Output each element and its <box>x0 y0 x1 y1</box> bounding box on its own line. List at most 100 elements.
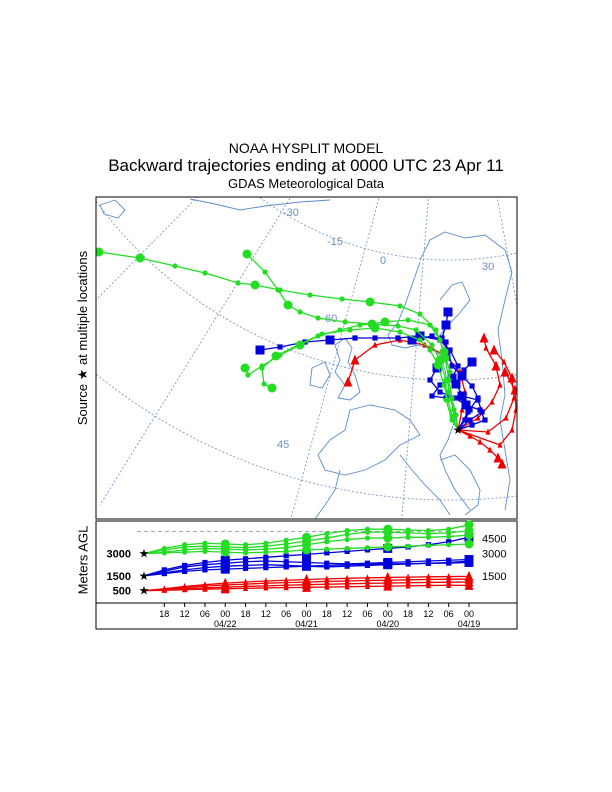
height-point <box>344 536 350 543</box>
trajectory-marker <box>487 446 493 453</box>
date-label: 04/19 <box>458 619 481 629</box>
trajectory-marker <box>443 307 453 317</box>
greenland-coast <box>189 198 331 211</box>
trajectory-marker <box>372 335 378 341</box>
trajectory-marker <box>319 331 325 337</box>
height-point <box>283 541 289 547</box>
trajectory-marker <box>352 335 358 341</box>
height-point <box>464 520 474 530</box>
height-point <box>220 555 230 565</box>
time-tick-label: 06 <box>362 609 372 619</box>
height-point <box>464 570 474 581</box>
time-tick-label: 18 <box>322 609 332 619</box>
trajectory-marker <box>507 372 517 383</box>
height-point <box>283 562 289 569</box>
time-tick-label: 00 <box>301 609 311 619</box>
trajectory-marker <box>259 365 265 371</box>
trajectory-marker <box>510 384 517 395</box>
height-point <box>263 562 269 568</box>
trajectory-marker <box>427 377 433 383</box>
trajectory-marker <box>315 315 321 321</box>
trajectory-marker <box>433 360 443 370</box>
time-tick-label: 18 <box>159 609 169 619</box>
height-point <box>364 545 371 551</box>
height-point <box>425 558 431 564</box>
trajectory-marker <box>339 296 345 302</box>
height-point <box>161 567 167 573</box>
trajectory-marker <box>413 327 419 333</box>
height-point <box>263 540 269 546</box>
height-point <box>302 574 311 584</box>
height-point <box>283 559 289 565</box>
height-point <box>446 533 452 540</box>
trajectory-marker <box>449 395 455 401</box>
height-point <box>383 542 393 552</box>
trajectories: ★ <box>96 247 517 469</box>
grid-labels: -30 -15 0 30 60 45 <box>277 207 494 451</box>
height-point <box>364 526 371 532</box>
height-point <box>161 585 167 592</box>
height-point <box>283 545 289 551</box>
trajectory-marker <box>491 360 501 371</box>
start-star-icon: ★ <box>139 569 150 583</box>
max-height-labels: 4500 3000 1500 <box>482 533 506 582</box>
trajectory-marker <box>443 339 449 345</box>
trajectory-marker <box>453 412 459 418</box>
trajectory-marker <box>447 369 453 375</box>
height-point <box>464 539 474 549</box>
height-point <box>324 546 330 552</box>
height-point <box>182 562 188 569</box>
height-point <box>405 582 411 589</box>
trajectory-line <box>244 319 459 431</box>
height-point <box>344 531 350 537</box>
height-point <box>405 559 411 565</box>
trajectory-marker <box>283 300 293 310</box>
height-point <box>425 581 431 589</box>
data-source-title: GDAS Meteorological Data <box>227 176 385 191</box>
start-height-label: 3000 <box>107 549 131 561</box>
trajectory-marker <box>447 373 457 383</box>
trajectory-marker <box>242 249 252 259</box>
trajectory-marker <box>475 395 481 401</box>
trajectory-marker <box>469 383 475 389</box>
trajectory-marker <box>467 417 473 423</box>
trajectory-red-5 <box>457 366 517 448</box>
height-point <box>344 561 350 567</box>
trajectory-marker <box>415 331 425 341</box>
height-point <box>324 560 330 566</box>
trajectory-marker <box>96 247 104 257</box>
height-point <box>283 576 289 583</box>
trajectory-marker <box>347 327 353 333</box>
height-point <box>324 535 330 541</box>
trajectory-marker <box>297 309 303 315</box>
italy-coast <box>399 454 451 516</box>
trajectory-marker <box>475 414 481 421</box>
height-point <box>182 582 188 590</box>
height-scale-label: 3000 <box>482 549 506 561</box>
height-point <box>263 558 269 564</box>
trajectory-marker <box>497 381 503 388</box>
trajectory-marker <box>452 395 458 401</box>
map-panel: -30 -15 0 30 60 45 ★ <box>96 197 517 519</box>
trajectory-marker <box>467 407 473 413</box>
trajectory-marker <box>267 383 277 393</box>
trajectory-marker <box>461 367 467 373</box>
trajectory-marker <box>497 441 503 448</box>
time-tick-label: 06 <box>281 609 291 619</box>
trajectory-marker <box>477 438 483 445</box>
height-point <box>263 565 269 571</box>
date-label: 04/20 <box>376 619 399 629</box>
trajectory-blue-9 <box>451 357 477 431</box>
trajectory-line <box>441 311 479 431</box>
balkan-coast <box>439 454 481 516</box>
trajectory-marker <box>417 311 423 317</box>
height-point <box>364 574 371 581</box>
time-tick-label: 00 <box>383 609 393 619</box>
time-tick-label: 12 <box>180 609 190 619</box>
trajectory-marker <box>479 332 489 343</box>
trajectory-marker <box>397 329 403 335</box>
trajectory-marker <box>325 335 335 345</box>
height-point <box>242 562 249 569</box>
trajectory-marker <box>240 363 250 373</box>
